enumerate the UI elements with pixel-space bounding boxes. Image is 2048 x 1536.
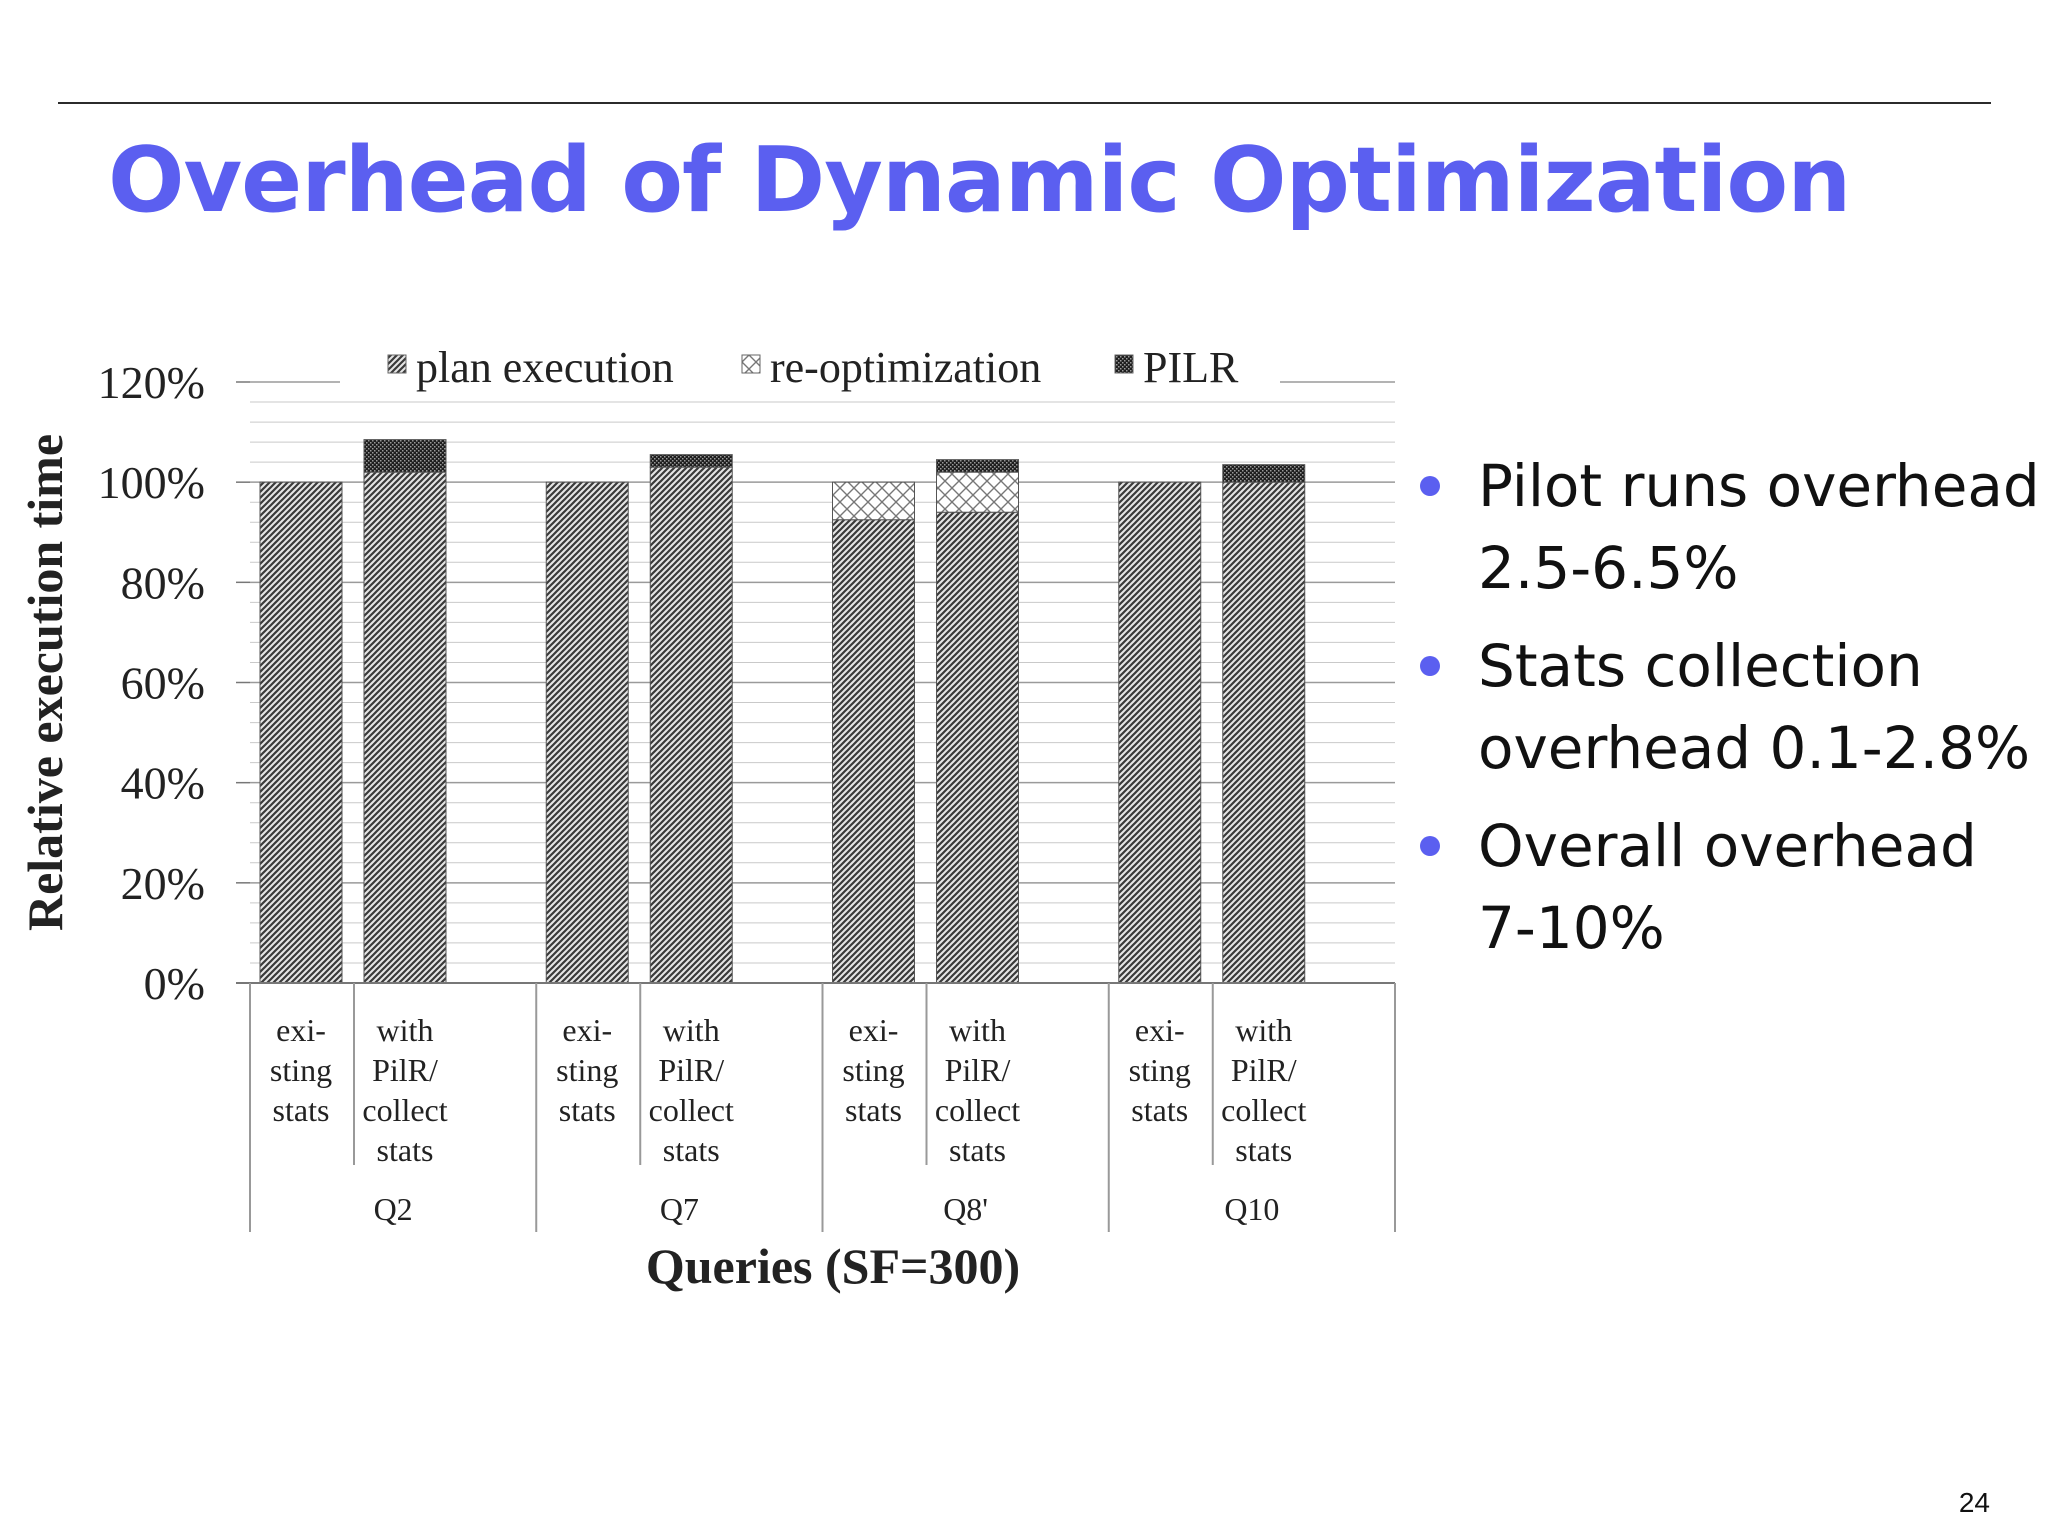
legend-swatch xyxy=(387,354,407,374)
legend-swatch xyxy=(741,354,761,374)
bar-label-line: collect xyxy=(1221,1092,1306,1128)
y-tick-label: 0% xyxy=(144,958,205,1009)
bar-label-line: stats xyxy=(377,1132,434,1168)
bar-label-line: PilR/ xyxy=(372,1052,438,1088)
bar-label-line: with xyxy=(377,1012,434,1048)
bar-segment-plan-execution xyxy=(259,481,343,984)
bullet-text: Overall overhead 7-10% xyxy=(1478,812,1977,962)
bar-segment-pilr xyxy=(649,454,733,468)
bar-label-line: with xyxy=(949,1012,1006,1048)
group-label: Q10 xyxy=(1224,1191,1279,1227)
y-tick-label: 20% xyxy=(121,858,205,909)
bar-label-line: stats xyxy=(559,1092,616,1128)
legend-swatch xyxy=(1114,354,1134,374)
bar-segment-pilr xyxy=(1222,464,1306,483)
bullet-dot-icon xyxy=(1420,476,1440,496)
group-label: Q7 xyxy=(660,1191,699,1227)
bar-label-line: exi- xyxy=(562,1012,612,1048)
chart-container: 0% 20% 40% 60% 80% 100% 120% Relative execution… xyxy=(0,320,1420,1320)
legend-label: PILR xyxy=(1143,343,1239,392)
bullet-item: Overall overhead 7-10% xyxy=(1420,805,2040,969)
bar-segment-plan-execution xyxy=(832,519,915,984)
bullet-text: Stats collection overhead 0.1-2.8% xyxy=(1478,632,2031,782)
bar-label-line: stats xyxy=(845,1092,902,1128)
bar-label-line: stats xyxy=(949,1132,1006,1168)
y-tick-label: 120% xyxy=(98,357,205,408)
page-number: 24 xyxy=(1958,1487,1990,1518)
y-tick-label: 80% xyxy=(121,557,205,608)
bar-label-line: with xyxy=(1235,1012,1292,1048)
bar-label-line: stats xyxy=(273,1092,330,1128)
y-axis-title: Relative execution time xyxy=(17,434,73,931)
bullet-text: Pilot runs overhead 2.5-6.5% xyxy=(1478,452,2040,602)
bar-segment-plan-execution xyxy=(545,481,629,984)
header-rule xyxy=(58,102,1991,104)
bar-label-line: sting xyxy=(842,1052,904,1088)
stacked-bar-chart: 0% 20% 40% 60% 80% 100% 120% Relative execution… xyxy=(17,340,1396,1294)
bar-label-line: PilR/ xyxy=(1231,1052,1297,1088)
bullet-dot-icon xyxy=(1420,836,1440,856)
bar-label-line: stats xyxy=(1235,1132,1292,1168)
slide-title: Overhead of Dynamic Optimization xyxy=(108,128,1851,233)
legend-label: plan execution xyxy=(416,343,674,392)
legend-label: re-optimization xyxy=(770,343,1041,392)
y-tick-label: 100% xyxy=(98,457,205,508)
bar-label-line: collect xyxy=(935,1092,1020,1128)
y-tick-label: 60% xyxy=(121,658,205,709)
bar-label-line: sting xyxy=(556,1052,618,1088)
bar-label-line: collect xyxy=(649,1092,734,1128)
bar-label-line: collect xyxy=(362,1092,447,1128)
bar-segment-pilr xyxy=(936,459,1019,473)
bar-label-line: sting xyxy=(1129,1052,1191,1088)
bar-segment-plan-execution xyxy=(649,466,733,984)
bar-label-line: exi- xyxy=(849,1012,899,1048)
bar-segment-re-optimization xyxy=(832,481,915,521)
bar-label-line: stats xyxy=(1131,1092,1188,1128)
bar-label-line: stats xyxy=(663,1132,720,1168)
bar-segment-re-optimization xyxy=(936,471,1019,513)
bullet-item: Stats collection overhead 0.1-2.8% xyxy=(1420,625,2040,789)
y-tick-label: 40% xyxy=(121,758,205,809)
bar-segment-plan-execution xyxy=(936,511,1019,984)
bullet-dot-icon xyxy=(1420,656,1440,676)
bar-segment-plan-execution xyxy=(363,471,447,984)
bar-segment-plan-execution xyxy=(1118,481,1202,984)
bullet-item: Pilot runs overhead 2.5-6.5% xyxy=(1420,445,2040,609)
bar-segment-plan-execution xyxy=(1222,481,1306,984)
bullet-list: Pilot runs overhead 2.5-6.5% Stats colle… xyxy=(1420,445,2040,985)
bar-label-line: exi- xyxy=(276,1012,326,1048)
bar-label-line: PilR/ xyxy=(945,1052,1011,1088)
bar-label-line: PilR/ xyxy=(658,1052,724,1088)
group-label: Q2 xyxy=(374,1191,413,1227)
bar-label-line: with xyxy=(663,1012,720,1048)
group-label: Q8' xyxy=(943,1191,988,1227)
x-axis-title: Queries (SF=300) xyxy=(646,1238,1020,1294)
bar-label-line: sting xyxy=(270,1052,332,1088)
bar-segment-pilr xyxy=(363,439,447,473)
bar-label-line: exi- xyxy=(1135,1012,1185,1048)
